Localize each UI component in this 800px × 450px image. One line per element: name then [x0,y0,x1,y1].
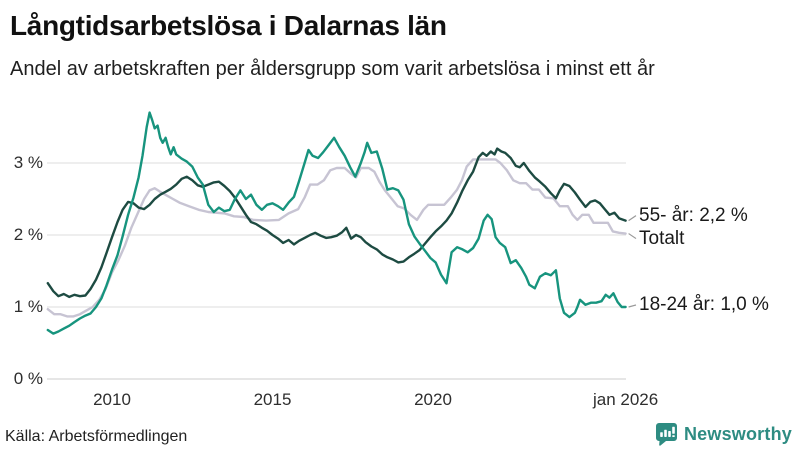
label-leader-line [628,304,637,308]
newsworthy-icon [655,423,677,446]
leader-lines [628,215,637,308]
label-leader-line [628,215,637,222]
label-leader-line [628,233,637,240]
brand-name: Newsworthy [683,423,792,444]
y-tick-label: 3 % [13,153,43,172]
y-tick-label: 1 % [13,297,43,316]
series-lines [46,111,627,335]
x-tick-label: jan 2026 [592,390,659,409]
page-title: Långtidsarbetslösa i Dalarnas län [10,10,447,41]
y-tick-label: 0 % [13,369,43,388]
series-line-18-24-r [46,111,627,335]
series-line-55-r [46,147,627,299]
x-tick-label: 2020 [414,390,452,409]
y-tick-label: 2 % [13,225,43,244]
brand-logo[interactable]: Newsworthy [655,422,792,446]
series-end-label-18-24-r: 18-24 år: 1,0 % [639,294,769,315]
x-tick-label: 2015 [253,390,292,409]
chart-subtitle: Andel av arbetskraften per åldersgrupp s… [10,58,655,80]
series-end-label-totalt: Totalt [639,227,685,249]
source-note: Källa: Arbetsförmedlingen [5,428,188,445]
series-line-totalt [46,158,627,318]
series-end-label-55-r: 55- år: 2,2 % [639,204,748,226]
x-tick-label: 2010 [93,390,131,409]
gridlines [47,162,626,380]
